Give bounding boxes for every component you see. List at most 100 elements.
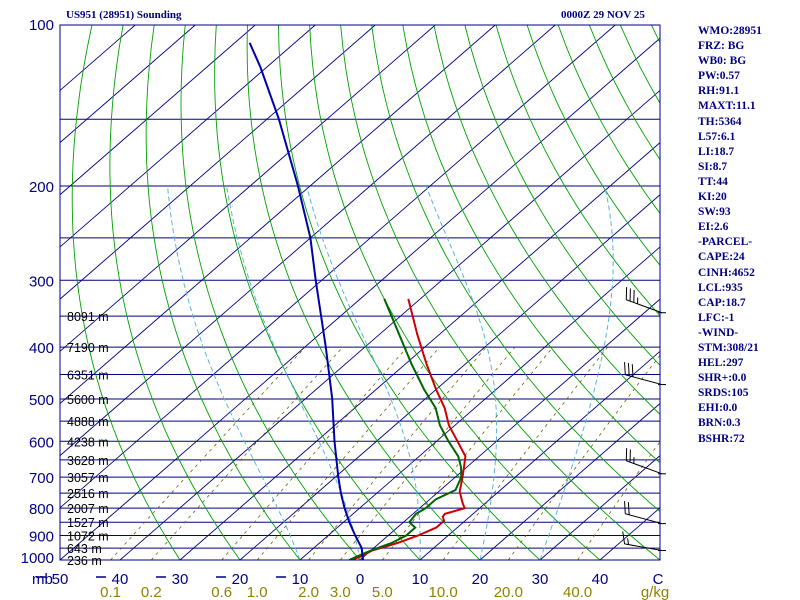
index-item: CAPE:24 xyxy=(698,251,745,264)
isotherm-line xyxy=(60,25,556,457)
isotherm-line xyxy=(239,194,660,560)
chart-title: US951 (28951) Sounding xyxy=(66,9,182,21)
wind-barb-shaft xyxy=(626,460,663,475)
chart-series xyxy=(248,42,467,560)
dry-adiabat-line xyxy=(71,25,181,560)
mixing-ratio-label: 20.0 xyxy=(494,584,523,600)
height-label: 8091 m xyxy=(67,310,109,324)
index-item: EI:2.6 xyxy=(698,221,729,234)
chart-grid xyxy=(60,25,660,560)
wind-barb-flag xyxy=(627,363,630,376)
mixing-ratio-label: 10.0 xyxy=(429,584,458,600)
chart-time: 0000Z 29 NOV 25 xyxy=(561,9,645,21)
pressure-tick-label: 800 xyxy=(29,501,54,518)
dry-adiabat-line xyxy=(526,25,660,266)
wind-barb-flag xyxy=(631,364,634,377)
dry-adiabat-line xyxy=(180,25,361,560)
mixing-ratio-label: 1.0 xyxy=(247,584,268,600)
wind-barb-flag xyxy=(627,502,630,515)
mixing-ratio-label: 0.2 xyxy=(141,584,162,600)
pressure-tick-label: 200 xyxy=(29,179,54,196)
dewpoint-line xyxy=(348,298,463,560)
height-label: 2007 m xyxy=(67,502,109,516)
wind-barb-shaft xyxy=(625,374,663,386)
index-item: L57:6.1 xyxy=(698,130,736,143)
height-label: 7190 m xyxy=(67,341,109,355)
index-item: LCL:935 xyxy=(698,281,743,294)
moist-adiabat-line xyxy=(425,185,498,560)
moist-adiabat-line xyxy=(539,185,614,560)
pressure-tick-label: 700 xyxy=(29,470,54,487)
height-label: 643 m xyxy=(67,542,102,556)
pressure-tick-label: 500 xyxy=(29,392,54,409)
index-item: SRDS:105 xyxy=(698,387,749,400)
dry-adiabat-line xyxy=(557,25,660,215)
isotherm-line xyxy=(479,402,660,560)
index-item: SW:93 xyxy=(698,206,731,219)
wind-barb-half-flag xyxy=(627,538,630,545)
temperature-tick-label: 10 xyxy=(292,571,309,588)
dry-adiabat-line xyxy=(278,25,541,560)
wind-barb-shaft xyxy=(626,299,663,314)
mixing-ratio-label: 0.1 xyxy=(100,584,121,600)
dry-adiabat-line xyxy=(464,25,660,366)
index-item: CINH:4652 xyxy=(698,266,755,279)
height-label: 1072 m xyxy=(67,530,109,544)
wind-barb-flag xyxy=(624,362,626,375)
isotherm-line xyxy=(119,89,660,560)
height-label: 4238 m xyxy=(67,435,109,449)
index-item: KI:20 xyxy=(698,191,727,204)
dry-adiabat-line xyxy=(495,25,660,317)
index-item: PW:0.57 xyxy=(698,70,740,83)
wind-barb-shaft xyxy=(624,543,663,552)
mixing-ratio-line xyxy=(442,346,609,560)
isotherm-line xyxy=(60,37,660,560)
index-item: WMO:28951 xyxy=(698,25,762,37)
index-item: LI:18.7 xyxy=(698,145,735,158)
index-item: LFC:-1 xyxy=(698,311,735,324)
height-label: 3628 m xyxy=(67,454,109,468)
dry-adiabat-line xyxy=(145,25,301,560)
temperature-tick-label: 40 xyxy=(112,571,129,588)
mixing-ratio-line xyxy=(308,346,487,560)
index-item: EHI:0.0 xyxy=(698,402,738,415)
isotherm-line xyxy=(60,25,496,405)
isotherm-line xyxy=(60,25,256,196)
isotherm-line xyxy=(60,25,316,248)
index-item: TT:44 xyxy=(698,175,728,188)
height-label: 5600 m xyxy=(67,393,109,407)
moist-adiabat-line xyxy=(226,186,361,560)
index-item: STM:308/21 xyxy=(698,341,759,354)
mixing-ratio-label: 40.0 xyxy=(563,584,592,600)
temperature-unit-label: C xyxy=(653,571,664,588)
index-item: BSHR:72 xyxy=(698,432,745,445)
mixing-ratio-unit-label: g/kg xyxy=(641,584,669,600)
index-item: CAP:18.7 xyxy=(698,296,746,309)
pressure-axis-label: mb xyxy=(32,571,53,588)
moist-adiabat-line xyxy=(306,185,421,560)
mixing-ratio-line xyxy=(256,346,440,560)
pressure-tick-label: 400 xyxy=(29,340,54,357)
index-item: WB0: BG xyxy=(698,55,747,68)
mixing-ratio-line xyxy=(221,346,408,560)
isotherm-line xyxy=(299,246,660,560)
indices-panel: WMO:28951 FRZ: BG WB0: BG PW:0.57 RH:91.1 MAX… xyxy=(698,24,762,447)
mixing-ratio-line xyxy=(381,346,554,560)
mixing-ratio-line xyxy=(507,354,660,560)
mixing-ratio-line xyxy=(339,346,516,560)
pressure-tick-label: 1000 xyxy=(21,550,54,567)
mixing-ratio-label: 2.0 xyxy=(298,584,319,600)
isotherm-line xyxy=(60,25,196,144)
dry-adiabat-line xyxy=(214,25,421,560)
temperature-line xyxy=(350,298,467,560)
height-label: 4888 m xyxy=(67,415,109,429)
mixing-ratio-label: 5.0 xyxy=(372,584,393,600)
height-label: 236 m xyxy=(67,554,102,568)
temperature-tick-label: 20 xyxy=(472,571,489,588)
height-label: 3057 m xyxy=(67,471,109,485)
pressure-tick-label: 100 xyxy=(29,17,54,34)
index-item: MAXT:11.1 xyxy=(698,100,756,113)
isotherm-line xyxy=(419,350,660,560)
mixing-ratio-label: 3.0 xyxy=(330,584,351,600)
